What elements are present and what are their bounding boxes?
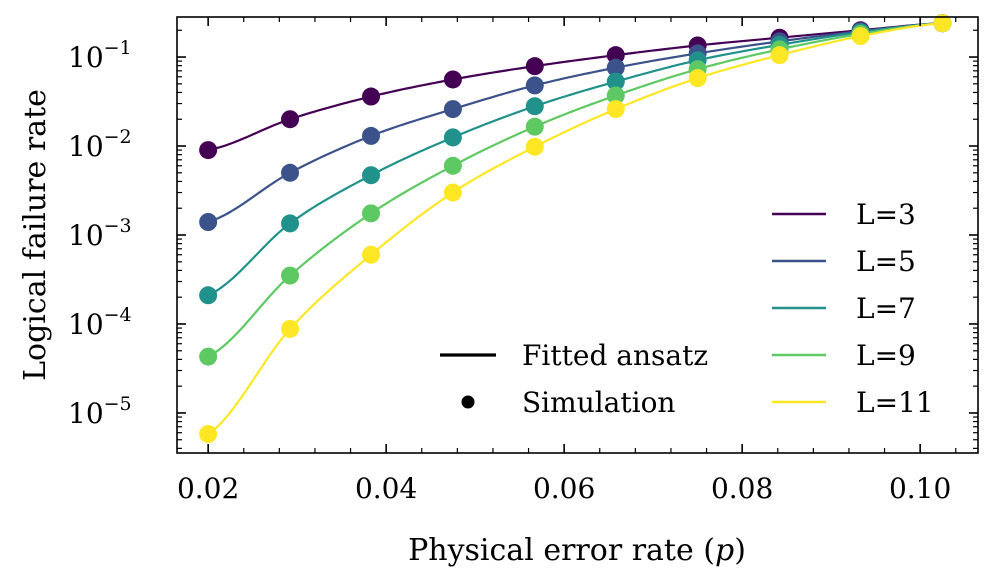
point-l-9 — [281, 266, 300, 285]
x-tick-label: 0.02 — [177, 472, 239, 505]
point-l-11 — [770, 46, 789, 65]
point-l-9 — [199, 347, 218, 366]
legend-series-label: L=11 — [856, 386, 934, 419]
point-l-7 — [606, 72, 625, 91]
legend-style-label: Simulation — [522, 386, 675, 419]
point-l-5 — [443, 100, 462, 119]
curve-l-5 — [207, 22, 943, 224]
point-l-11 — [688, 69, 707, 88]
y-tick-label: 10−2 — [68, 126, 132, 163]
legend-series-label: L=9 — [856, 339, 916, 372]
point-l-5 — [281, 163, 300, 182]
point-l-7 — [199, 286, 218, 305]
point-l-5 — [525, 76, 544, 95]
point-l-9 — [606, 86, 625, 105]
y-tick-label: 10−3 — [68, 215, 132, 252]
fitted-curves — [207, 22, 943, 435]
point-l-7 — [525, 97, 544, 116]
point-l-9 — [443, 156, 462, 175]
x-tick-label: 0.04 — [355, 472, 417, 505]
point-l-9 — [362, 204, 381, 223]
legend-series-label: L=3 — [856, 198, 916, 231]
y-axis: 10−1 10−2 10−3 10−4 10−5 — [68, 29, 978, 449]
point-l-11 — [606, 100, 625, 119]
y-tick-label: 10−5 — [68, 393, 132, 430]
point-l-5 — [199, 213, 218, 231]
point-l-5 — [362, 126, 381, 145]
legend-dot-marker — [461, 395, 475, 409]
point-l-11 — [362, 245, 381, 264]
point-l-3 — [525, 57, 544, 76]
legend-series-label: L=5 — [856, 245, 916, 278]
legend-series-label: L=7 — [856, 292, 916, 325]
curve-l-9 — [207, 22, 943, 358]
curve-l-11 — [207, 22, 943, 435]
curve-l-7 — [207, 22, 943, 297]
point-l-3 — [606, 46, 625, 65]
y-tick-label: 10−1 — [68, 37, 132, 74]
point-l-7 — [362, 166, 381, 185]
point-l-5 — [606, 58, 625, 77]
point-l-11 — [199, 425, 218, 444]
style-legend: Fitted ansatz Simulation — [440, 339, 708, 419]
point-l-11 — [281, 319, 300, 338]
x-tick-label: 0.10 — [889, 472, 951, 505]
point-l-3 — [362, 87, 381, 106]
x-axis: 0.02 0.04 0.06 0.08 0.10 — [177, 17, 957, 505]
legend-style-label: Fitted ansatz — [522, 339, 708, 372]
series-legend: L=3 L=5 L=7 L=9 L=11 — [772, 198, 934, 419]
point-l-11 — [933, 14, 952, 33]
point-l-11 — [443, 183, 462, 202]
point-l-7 — [443, 128, 462, 147]
curve-l-3 — [207, 22, 943, 152]
x-tick-label: 0.08 — [711, 472, 773, 505]
y-tick-label: 10−4 — [68, 304, 132, 341]
y-axis-label: Logical failure rate — [18, 89, 53, 381]
point-l-3 — [443, 70, 462, 89]
point-l-11 — [851, 27, 870, 46]
point-l-7 — [281, 214, 300, 233]
simulation-points — [199, 14, 952, 444]
x-axis-label: Physical error rate (p) — [408, 533, 746, 568]
point-l-9 — [525, 117, 544, 136]
point-l-11 — [525, 137, 544, 156]
point-l-3 — [281, 110, 300, 129]
x-tick-label: 0.06 — [533, 472, 595, 505]
point-l-3 — [199, 141, 218, 160]
